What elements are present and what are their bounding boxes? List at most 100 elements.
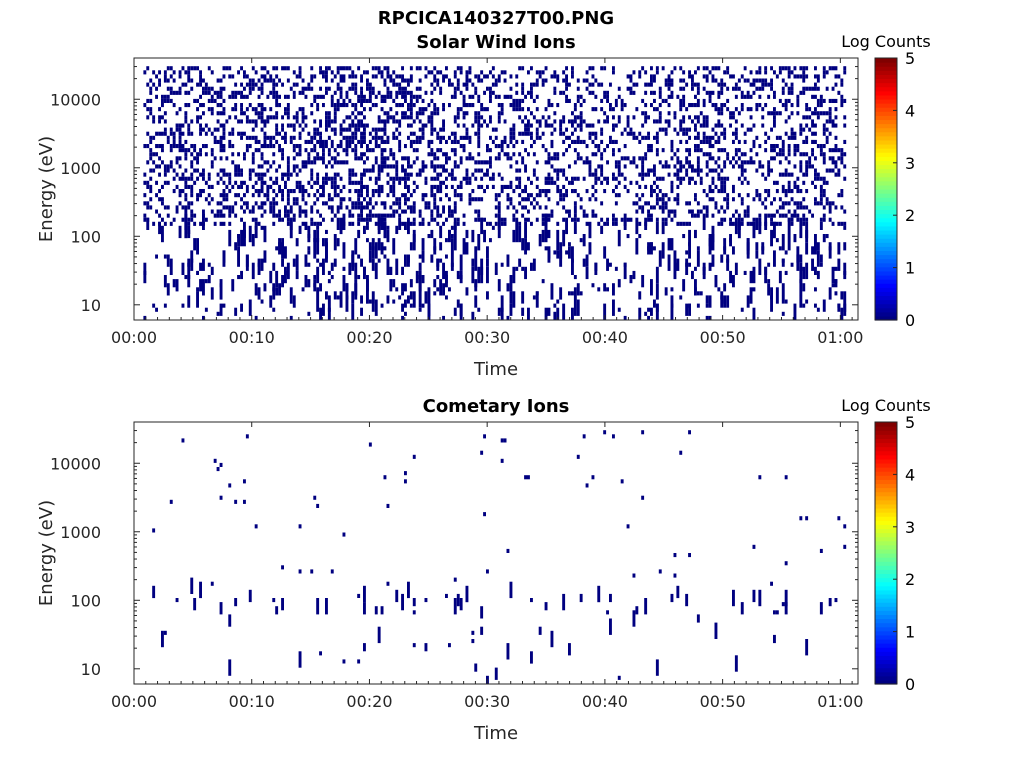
data-cell [333, 291, 337, 300]
data-cell [407, 197, 410, 202]
data-cell [284, 172, 287, 177]
colorbar-segment [875, 581, 897, 587]
data-cell [653, 180, 656, 185]
data-cell [313, 148, 317, 153]
data-cell [843, 544, 847, 549]
data-cell [565, 74, 568, 79]
data-cell [360, 74, 363, 79]
data-cell [825, 234, 829, 239]
data-cell [699, 209, 703, 214]
data-cell [632, 156, 636, 161]
data-cell [322, 189, 325, 194]
data-cell [732, 275, 735, 288]
colorbar-segment [875, 479, 897, 485]
data-cell [366, 225, 369, 230]
data-cell [617, 279, 621, 288]
data-cell [655, 176, 659, 181]
data-cell [442, 152, 445, 157]
data-cell [755, 78, 759, 83]
data-cell [491, 82, 495, 87]
data-cell [342, 275, 346, 292]
data-cell [377, 135, 381, 140]
data-cell [260, 103, 264, 108]
data-cell [778, 205, 782, 210]
data-cell [614, 164, 618, 169]
data-cell [670, 94, 674, 99]
data-cell [474, 197, 478, 202]
data-cell [266, 184, 270, 189]
data-cell [398, 201, 402, 206]
data-cell [614, 193, 618, 198]
data-cell [371, 193, 375, 198]
data-cell [366, 201, 369, 206]
x-tick-label: 01:00 [817, 328, 863, 347]
data-cell [430, 164, 434, 169]
data-cell [357, 593, 361, 598]
data-cell [653, 205, 656, 210]
data-cell [257, 111, 261, 116]
data-cell [787, 201, 791, 206]
data-cell [641, 135, 645, 140]
data-cell [325, 229, 328, 234]
data-cell [348, 127, 352, 132]
colorbar-segment [875, 164, 897, 170]
data-cell [412, 205, 416, 210]
data-cell [802, 172, 806, 177]
data-cell [647, 315, 650, 320]
data-cell [301, 90, 305, 95]
data-cell [459, 180, 463, 185]
colorbar-segment [875, 311, 897, 317]
colorbar-segment [875, 119, 897, 125]
data-cell [679, 86, 683, 91]
data-cell [814, 201, 817, 206]
data-cell [146, 66, 150, 71]
data-cell [582, 98, 586, 103]
data-cell [556, 168, 560, 173]
data-cell [333, 103, 337, 108]
data-cell [778, 160, 782, 165]
data-cell [632, 573, 636, 578]
data-cell [489, 115, 492, 120]
data-cell [240, 107, 243, 112]
data-cell [257, 205, 261, 210]
data-cell [814, 156, 817, 161]
data-cell [339, 103, 343, 108]
data-cell [204, 123, 208, 128]
data-cell [805, 164, 809, 169]
data-cell [401, 66, 404, 71]
data-cell [448, 103, 451, 108]
data-cell [254, 180, 258, 185]
data-cell [357, 156, 361, 161]
data-cell [802, 70, 806, 75]
data-cell [784, 119, 788, 124]
colorbar-segment [875, 90, 897, 96]
data-cell [626, 123, 630, 128]
data-cell [825, 127, 829, 132]
data-cell [471, 189, 475, 194]
data-cell [175, 598, 179, 603]
data-cell [629, 279, 633, 284]
data-cell [787, 172, 791, 177]
data-cell [319, 66, 322, 71]
spectrogram-cells [152, 430, 847, 684]
data-cell [202, 78, 205, 83]
data-cell [269, 74, 273, 79]
data-cell [573, 201, 577, 206]
data-cell [571, 217, 574, 222]
data-cell [541, 144, 545, 149]
data-cell [565, 250, 568, 255]
data-cell [225, 197, 229, 202]
data-cell [617, 119, 621, 124]
data-cell [322, 258, 325, 275]
data-cell [705, 160, 709, 165]
data-cell [415, 184, 419, 189]
data-cell [418, 107, 422, 112]
data-cell [729, 74, 732, 79]
data-cell [421, 197, 425, 202]
data-cell [623, 262, 627, 267]
data-cell [225, 119, 229, 124]
data-cell [245, 205, 249, 210]
data-cell [708, 152, 712, 157]
data-cell [491, 139, 495, 144]
data-cell [360, 209, 363, 214]
